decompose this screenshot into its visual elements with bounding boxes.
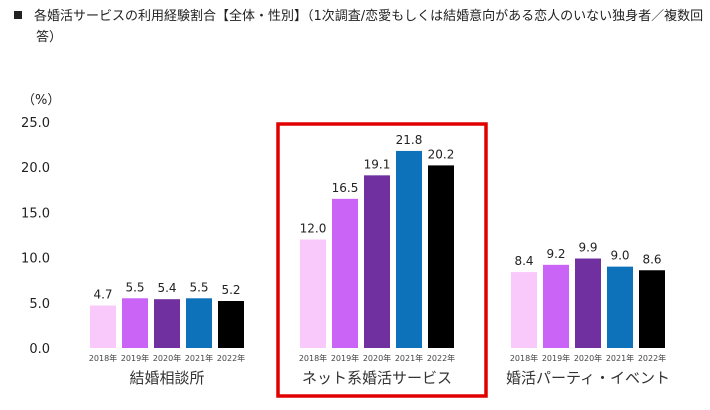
- bar: [607, 266, 633, 348]
- data-label: 5.4: [157, 281, 176, 295]
- x-tick-label: 2021年: [185, 353, 213, 363]
- x-tick-label: 2020年: [153, 353, 181, 363]
- bar: [218, 300, 244, 348]
- data-label: 12.0: [300, 222, 327, 236]
- y-axis-label: （%）: [22, 93, 60, 108]
- bar: [186, 298, 212, 348]
- bar: [575, 258, 601, 348]
- data-label: 5.2: [221, 283, 240, 297]
- x-tick-label: 2022年: [638, 353, 666, 363]
- bar: [90, 305, 116, 348]
- x-tick-label: 2018年: [89, 353, 117, 363]
- y-tick-label: 0.0: [29, 342, 50, 357]
- x-tick-label: 2020年: [574, 353, 602, 363]
- bar: [543, 264, 569, 348]
- data-label: 16.5: [332, 181, 359, 195]
- data-label: 5.5: [125, 280, 144, 294]
- bar: [428, 165, 454, 348]
- x-tick-label: 2019年: [331, 353, 359, 363]
- bar: [300, 239, 326, 348]
- x-tick-label: 2018年: [510, 353, 538, 363]
- data-label: 5.5: [189, 280, 208, 294]
- data-label: 4.7: [93, 288, 112, 302]
- x-tick-label: 2021年: [606, 353, 634, 363]
- data-label: 9.2: [546, 247, 565, 261]
- bar: [332, 198, 358, 348]
- y-tick-label: 25.0: [21, 116, 50, 131]
- title-line-2: 答）: [36, 30, 63, 45]
- bar: [122, 298, 148, 348]
- bullet-square-icon: [14, 11, 22, 19]
- x-tick-label: 2022年: [217, 353, 245, 363]
- y-tick-label: 10.0: [21, 252, 50, 267]
- data-label: 8.4: [514, 254, 533, 268]
- data-label: 20.2: [428, 147, 455, 161]
- bar: [396, 150, 422, 348]
- title-line-1: 各婚活サービスの利用経験割合【全体・性別】（1次調査/恋愛もしくは結婚意向がある…: [34, 9, 704, 24]
- x-tick-label: 2019年: [121, 353, 149, 363]
- chart-title: 各婚活サービスの利用経験割合【全体・性別】（1次調査/恋愛もしくは結婚意向がある…: [14, 6, 704, 48]
- bar: [364, 175, 390, 348]
- y-tick-label: 5.0: [29, 297, 50, 312]
- bar: [639, 270, 665, 348]
- data-label: 8.6: [642, 252, 661, 266]
- y-tick-label: 15.0: [21, 206, 50, 221]
- data-label: 19.1: [364, 157, 391, 171]
- x-tick-label: 2020年: [363, 353, 391, 363]
- x-tick-label: 2018年: [299, 353, 327, 363]
- data-label: 9.9: [578, 241, 597, 255]
- group-label: ネット系婚活サービス: [302, 369, 452, 387]
- group-label: 結婚相談所: [129, 369, 204, 387]
- x-tick-label: 2022年: [427, 353, 455, 363]
- group-label: 婚活パーティ・イベント: [506, 369, 670, 387]
- highlight-box: [276, 122, 488, 398]
- data-label: 9.0: [610, 249, 629, 263]
- y-tick-label: 20.0: [21, 161, 50, 176]
- data-label: 21.8: [396, 133, 423, 147]
- x-tick-label: 2021年: [395, 353, 423, 363]
- bar: [511, 272, 537, 348]
- bar: [154, 299, 180, 348]
- x-tick-label: 2019年: [542, 353, 570, 363]
